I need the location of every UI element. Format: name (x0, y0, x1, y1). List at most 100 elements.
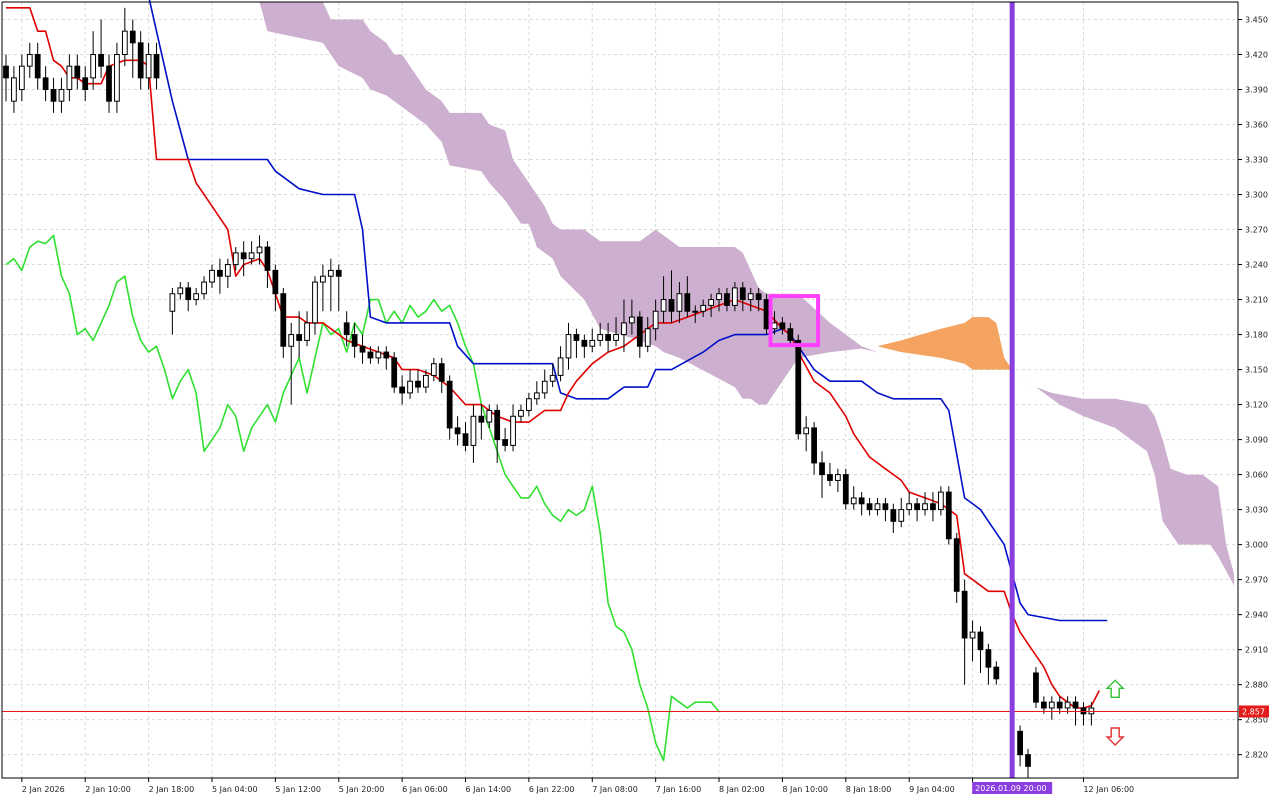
y-tick-label: 2.940 (1245, 611, 1268, 620)
y-tick-label: 3.180 (1245, 331, 1268, 340)
candle (82, 66, 89, 102)
candle-body-bull (121, 30, 128, 56)
candle (541, 369, 548, 399)
candle (1033, 667, 1039, 708)
candle-body-bull (906, 503, 913, 511)
candle (629, 299, 635, 335)
candle (264, 241, 271, 288)
marker-date-label: 2026.01.09 20:00 (975, 784, 1046, 793)
candle (549, 363, 556, 388)
candle-body-bull (834, 474, 841, 481)
candle-body-bear (930, 503, 936, 511)
candle (621, 299, 627, 353)
candle (636, 311, 643, 358)
candle (898, 497, 905, 528)
candle-body-bull (922, 503, 928, 511)
x-tick-label: 2 Jan 10:00 (85, 785, 131, 794)
candle (795, 334, 802, 440)
candle-body-bear (739, 287, 746, 301)
candle (747, 287, 754, 312)
candle-body-bear (1072, 701, 1079, 709)
candle (351, 322, 358, 358)
candle-body-bear (914, 503, 920, 511)
candle-body-bull (423, 374, 429, 388)
candle-body-bull (26, 54, 33, 67)
candle (803, 416, 810, 452)
candle (668, 270, 675, 323)
candle (312, 276, 318, 335)
y-tick-label: 3.120 (1245, 401, 1268, 410)
candle-body-bear (684, 293, 691, 312)
candle-body-bear (383, 351, 390, 359)
x-tick-label: 8 Jan 02:00 (719, 785, 765, 794)
candle (1088, 702, 1095, 726)
candle-body-bear (153, 54, 160, 79)
candle (232, 247, 239, 271)
candle (827, 462, 833, 487)
y-tick-label: 3.420 (1245, 51, 1268, 60)
candle-body-bull (209, 269, 215, 283)
candle-body-bear (890, 509, 897, 522)
current-price-label: 2.857 (1242, 707, 1265, 716)
candle-body-bear (494, 409, 501, 441)
x-tick-label: 5 Jan 20:00 (339, 785, 385, 794)
candle (937, 486, 944, 516)
x-tick-label: 2 Jan 18:00 (149, 785, 195, 794)
candle-body-bear (98, 54, 104, 67)
candle-body-bear (185, 287, 192, 301)
candle (977, 626, 984, 673)
candle-body-bear (811, 427, 817, 464)
candle-body-bear (795, 339, 802, 435)
candle (1080, 702, 1087, 726)
candle (1048, 696, 1055, 720)
candle-body-bear (399, 386, 406, 394)
candle (185, 282, 192, 312)
candle (922, 492, 928, 516)
candle-body-bear (842, 474, 849, 505)
candle-body-bear (977, 631, 984, 651)
candle-body-bull (18, 65, 25, 91)
candle-body-bull (1064, 701, 1071, 709)
candle (597, 322, 604, 347)
candle-body-bear (961, 590, 968, 639)
candle-body-bull (937, 491, 944, 511)
candle (280, 287, 287, 358)
overlays (2, 2, 1238, 778)
candle (1064, 696, 1071, 714)
candle (121, 7, 128, 67)
candle-body-bull (676, 293, 683, 312)
candle-body-bear (993, 666, 1000, 680)
candle (106, 54, 112, 113)
candle (438, 357, 445, 393)
candle (732, 282, 738, 312)
candle-body-bear (82, 77, 89, 91)
candle-body-bear (280, 293, 287, 347)
candle (58, 77, 65, 113)
candle (565, 322, 572, 370)
candle-body-bull (320, 275, 326, 283)
candle (502, 427, 508, 452)
candle (819, 451, 825, 498)
y-axis: 3.450 3.420 3.390 3.360 3.330 3.300 3.270 3.240… (1238, 16, 1269, 760)
candle-body-bull (613, 334, 619, 341)
candle (834, 468, 841, 493)
candle-body-bull (312, 281, 318, 324)
candle-body-bull (660, 299, 667, 312)
grid (2, 2, 1238, 778)
candle-body-bull (288, 334, 295, 347)
marker-date-tag (972, 782, 1053, 794)
candle (129, 19, 136, 78)
candle-body-bear (272, 269, 279, 295)
candle (272, 264, 279, 312)
candle-body-bull (304, 322, 310, 341)
candle (850, 486, 857, 510)
x-tick-label: 8 Jan 10:00 (782, 785, 828, 794)
candle (533, 381, 540, 405)
candle (304, 311, 310, 347)
y-tick-label: 2.820 (1245, 751, 1268, 760)
plot-frame (1, 1, 1239, 779)
candle-body-bull (747, 293, 754, 301)
candle-body-bull (430, 363, 437, 376)
x-tick-label: 12 Jan 06:00 (1083, 785, 1134, 794)
candle (779, 317, 786, 335)
